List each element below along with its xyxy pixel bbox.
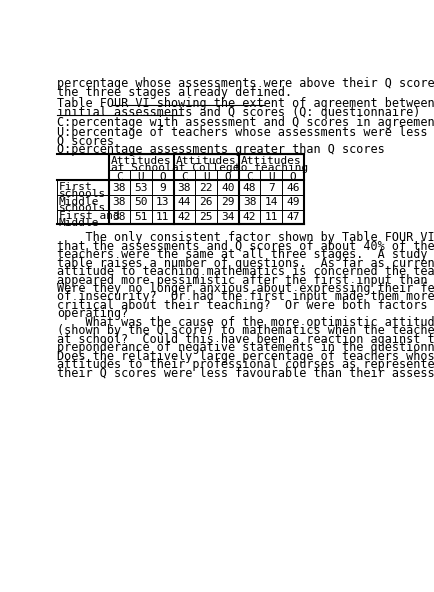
Text: O:percentage assessments greater than Q scores: O:percentage assessments greater than Q … <box>57 143 385 156</box>
Text: preponderance of negative statements in the questionnaire?: preponderance of negative statements in … <box>57 342 434 354</box>
Text: O: O <box>159 172 166 182</box>
Text: 7: 7 <box>268 183 275 192</box>
Text: Middle: Middle <box>59 197 99 207</box>
Text: Q scores: Q scores <box>57 134 114 147</box>
Text: initial assessments and Q scores (Q: questionnaire): initial assessments and Q scores (Q: que… <box>57 107 421 120</box>
Text: 51: 51 <box>134 212 148 222</box>
Text: The only consistent factor shown by Table FOUR VI† is: The only consistent factor shown by Tabl… <box>57 231 434 244</box>
Text: C:percentage with assessment and Q scores in agreement: C:percentage with assessment and Q score… <box>57 117 434 130</box>
Text: U: U <box>138 172 145 182</box>
Text: 47: 47 <box>286 212 300 222</box>
Text: First: First <box>59 182 92 192</box>
Text: 50: 50 <box>134 197 148 207</box>
Text: O: O <box>224 172 231 182</box>
Text: to teaching: to teaching <box>234 163 309 173</box>
Text: U:percentage of teachers whose assessments were less than: U:percentage of teachers whose assessmen… <box>57 126 434 139</box>
Text: schools: schools <box>59 189 106 199</box>
Text: teachers were the same at all three stages.  A study of the: teachers were the same at all three stag… <box>57 248 434 261</box>
Text: What was the cause of the more optimistic attitude: What was the cause of the more optimisti… <box>57 316 434 329</box>
Text: attitudes to their professional courses as represented by: attitudes to their professional courses … <box>57 358 434 371</box>
Text: the three stages already defined.: the three stages already defined. <box>57 86 293 99</box>
Text: Table FOUR VI showing the extent of agreement between: Table FOUR VI showing the extent of agre… <box>57 97 434 110</box>
Text: 42: 42 <box>178 212 191 222</box>
Text: that the assessments and Q scores of about 40% of the: that the assessments and Q scores of abo… <box>57 240 434 253</box>
Text: at school?  Could this have been a reaction against the: at school? Could this have been a reacti… <box>57 333 434 346</box>
Text: 14: 14 <box>264 197 278 207</box>
Text: appeared more pessimistic after the first input than before.: appeared more pessimistic after the firs… <box>57 274 434 287</box>
Text: C: C <box>116 172 123 182</box>
Text: table raises a number of questions.  As far as current: table raises a number of questions. As f… <box>57 256 434 269</box>
Text: percentage whose assessments were above their Q scores at: percentage whose assessments were above … <box>57 77 434 90</box>
Text: C: C <box>181 172 188 182</box>
Text: 38: 38 <box>112 183 126 192</box>
Text: 53: 53 <box>134 183 148 192</box>
Text: 9: 9 <box>159 183 166 192</box>
Text: Were they no longer anxious about expressing their feelings: Were they no longer anxious about expres… <box>57 282 434 295</box>
Text: 48: 48 <box>243 183 256 192</box>
Text: 26: 26 <box>199 197 213 207</box>
Text: O: O <box>289 172 296 182</box>
Text: 46: 46 <box>286 183 300 192</box>
Text: attitude to teaching mathematics is concerned the teachers: attitude to teaching mathematics is conc… <box>57 265 434 278</box>
Bar <box>108 154 304 224</box>
Text: U: U <box>203 172 210 182</box>
Text: of insecurity?  Or had the first input made them more: of insecurity? Or had the first input ma… <box>57 291 434 304</box>
Text: 11: 11 <box>264 212 278 222</box>
Text: schools: schools <box>59 204 106 214</box>
Text: 22: 22 <box>199 183 213 192</box>
Text: Attitudes: Attitudes <box>111 156 171 166</box>
Text: 40: 40 <box>221 183 235 192</box>
Text: 42: 42 <box>243 212 256 222</box>
Text: 49: 49 <box>286 197 300 207</box>
Text: 38: 38 <box>112 212 126 222</box>
Text: 34: 34 <box>221 212 235 222</box>
Text: (shown by the Q score) to mathematics when the teachers were: (shown by the Q score) to mathematics wh… <box>57 324 434 337</box>
Text: 38: 38 <box>178 183 191 192</box>
Text: C: C <box>246 172 253 182</box>
Text: at School: at School <box>111 163 171 173</box>
Text: Attitudes: Attitudes <box>241 156 302 166</box>
Text: 11: 11 <box>156 212 170 222</box>
Text: critical about their teaching?  Or were both factors: critical about their teaching? Or were b… <box>57 299 428 312</box>
Text: 38: 38 <box>112 197 126 207</box>
Text: Attitudes: Attitudes <box>176 156 237 166</box>
Text: their Q scores were less favourable than their assessments: their Q scores were less favourable than… <box>57 366 434 379</box>
Text: First and: First and <box>59 211 120 221</box>
Text: 38: 38 <box>243 197 256 207</box>
Text: 29: 29 <box>221 197 235 207</box>
Text: Middle: Middle <box>59 218 99 228</box>
Text: 25: 25 <box>199 212 213 222</box>
Text: U: U <box>268 172 275 182</box>
Text: operating?: operating? <box>57 307 128 320</box>
Text: at College: at College <box>172 163 240 173</box>
Text: 44: 44 <box>178 197 191 207</box>
Text: 13: 13 <box>156 197 170 207</box>
Text: Does the relatively large percentage of teachers whose: Does the relatively large percentage of … <box>57 350 434 363</box>
